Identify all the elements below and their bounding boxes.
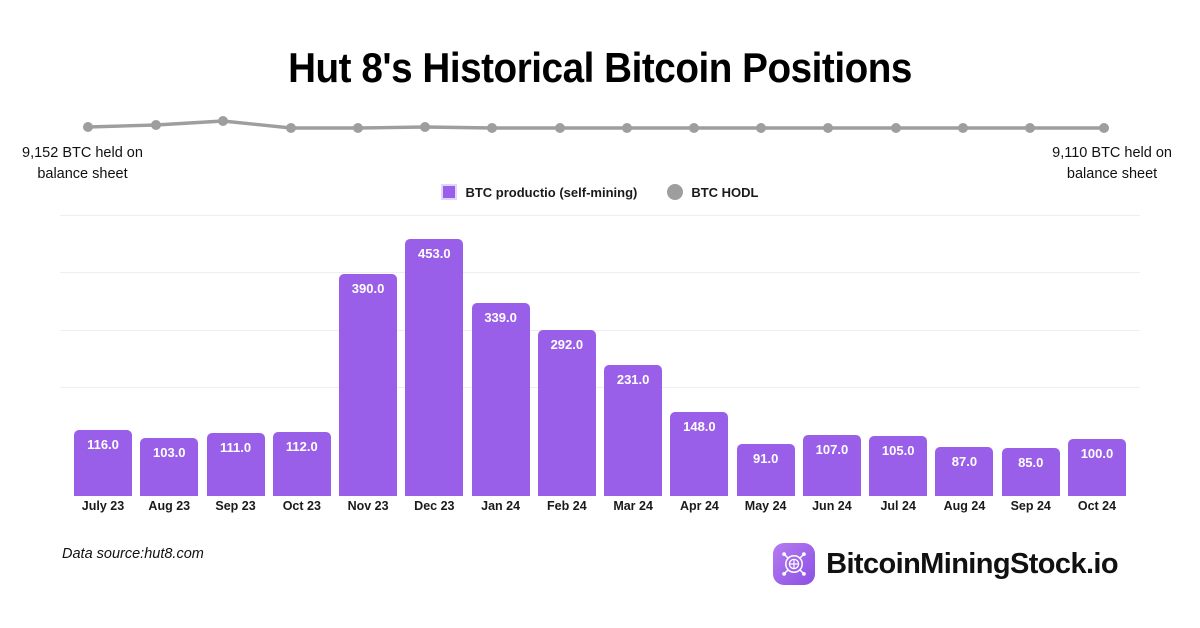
annotation-end-line1: 9,110 BTC held on xyxy=(1052,145,1172,161)
bar[interactable]: 116.0 xyxy=(74,430,132,496)
bar-value-label: 390.0 xyxy=(351,281,385,297)
annotation-end-line2: balance sheet xyxy=(1066,166,1158,183)
x-axis-tick-label: Dec 23 xyxy=(414,499,455,513)
bar[interactable]: 91.0 xyxy=(736,444,795,496)
bar[interactable]: 231.0 xyxy=(604,364,663,496)
bar[interactable]: 111.0 xyxy=(206,432,265,496)
bar-slot: 148.0 xyxy=(670,212,729,496)
bar[interactable]: 105.0 xyxy=(869,436,928,496)
bar-chart-plot-area: 116.0 103.0 111.0 112.0 390.0 453.0 339.0 292.0… xyxy=(60,212,1140,496)
bar-value-label: 148.0 xyxy=(683,418,716,434)
btc-hodl-line-chart xyxy=(0,105,1200,145)
bar-slot: 116.0 xyxy=(74,212,132,496)
x-axis-tick-label: Jan 24 xyxy=(481,499,521,513)
x-axis-tick-label: Mar 24 xyxy=(613,499,653,513)
annotation-start-line1: 9,152 BTC held on xyxy=(22,145,143,161)
bar[interactable]: 100.0 xyxy=(1067,439,1126,496)
hodl-line-svg xyxy=(83,116,1109,133)
bar-value-label: 116.0 xyxy=(87,437,119,453)
annotation-start-balance: 9,152 BTC held on balance sheet xyxy=(22,143,143,185)
bar[interactable]: 87.0 xyxy=(935,446,994,496)
legend-swatch-square-icon xyxy=(441,184,458,200)
x-axis-tick-label: Oct 24 xyxy=(1077,499,1117,513)
bar-slot: 87.0 xyxy=(935,212,994,496)
legend-item-btc-hodl[interactable]: BTC HODL xyxy=(667,184,759,200)
legend-label-btc-production: BTC productio (self-mining) xyxy=(465,184,638,200)
bar-slot: 292.0 xyxy=(537,212,596,496)
annotation-end-balance: 9,110 BTC held on balance sheet xyxy=(1052,143,1172,185)
bar-value-label: 91.0 xyxy=(753,451,779,467)
bar-value-label: 292.0 xyxy=(550,337,584,353)
bar-slot: 390.0 xyxy=(339,212,398,496)
bar-slot: 107.0 xyxy=(802,212,861,496)
bar-value-label: 105.0 xyxy=(881,443,915,459)
legend-item-btc-production[interactable]: BTC productio (self-mining) xyxy=(441,184,637,200)
x-axis-tick-label: Aug 23 xyxy=(148,499,191,513)
bar-slot: 100.0 xyxy=(1067,212,1126,496)
x-axis-tick-label: Nov 23 xyxy=(347,499,389,513)
bar-series-btc-production: 116.0 103.0 111.0 112.0 390.0 453.0 339.0 292.0… xyxy=(74,212,1126,496)
hodl-line-path xyxy=(86,119,1106,130)
bar-slot: 111.0 xyxy=(206,212,265,496)
bar-value-label: 107.0 xyxy=(815,442,849,458)
bar-value-label: 103.0 xyxy=(152,444,186,460)
x-axis-tick-label: Apr 24 xyxy=(679,499,719,513)
bar-value-label: 87.0 xyxy=(951,453,978,469)
bar[interactable]: 112.0 xyxy=(272,432,331,496)
x-axis-tick-label: May 24 xyxy=(744,499,787,513)
bar-value-label: 85.0 xyxy=(1018,454,1044,470)
x-axis-tick-label: Oct 23 xyxy=(282,499,321,513)
bar-slot: 231.0 xyxy=(604,212,663,496)
page-title: Hut 8's Historical Bitcoin Positions xyxy=(288,44,912,91)
bar-value-label: 231.0 xyxy=(616,371,650,387)
x-axis-tick-label: Sep 23 xyxy=(215,499,256,513)
annotation-start-line2: balance sheet xyxy=(37,166,128,183)
bar[interactable]: 453.0 xyxy=(405,238,464,496)
data-source-note: Data source:hut8.com xyxy=(62,546,204,562)
bar-slot: 85.0 xyxy=(1001,212,1060,496)
bar-slot: 112.0 xyxy=(272,212,331,496)
bar[interactable]: 339.0 xyxy=(471,303,530,496)
brand-name: BitcoinMiningStock.io xyxy=(826,547,1118,580)
bar[interactable]: 148.0 xyxy=(670,411,729,496)
x-axis-tick-label: Aug 24 xyxy=(943,499,986,513)
chart-legend: BTC productio (self-mining) BTC HODL xyxy=(0,184,1200,200)
brand-logo[interactable]: BitcoinMiningStock.io xyxy=(773,543,1119,585)
x-axis-tick-labels: July 23 Aug 23 Sep 23 Oct 23 Nov 23 Dec 23 Jan… xyxy=(74,499,1126,513)
bar-value-label: 112.0 xyxy=(285,439,318,455)
bar-slot: 339.0 xyxy=(471,212,530,496)
logo-emblem-icon xyxy=(782,552,806,576)
bar-slot: 453.0 xyxy=(405,212,464,496)
x-axis-tick-label: Feb 24 xyxy=(547,499,587,513)
bar[interactable]: 107.0 xyxy=(802,435,861,496)
bar-value-label: 453.0 xyxy=(418,245,451,261)
bar[interactable]: 390.0 xyxy=(339,274,398,496)
legend-swatch-circle-icon xyxy=(667,184,684,200)
x-axis-tick-label: Jun 24 xyxy=(812,499,852,513)
x-axis-tick-label: Sep 24 xyxy=(1010,499,1051,513)
x-axis-tick-label: Jul 24 xyxy=(880,499,916,513)
bar[interactable]: 85.0 xyxy=(1001,447,1060,496)
bar-value-label: 100.0 xyxy=(1080,446,1114,462)
bitcoin-mining-stock-logo-icon xyxy=(773,543,816,585)
bar-slot: 105.0 xyxy=(869,212,928,496)
bar-value-label: 111.0 xyxy=(219,439,252,455)
bar[interactable]: 103.0 xyxy=(140,437,199,496)
bar-slot: 91.0 xyxy=(736,212,795,496)
hodl-line-points xyxy=(83,116,1109,133)
x-axis-tick-label: July 23 xyxy=(81,499,125,513)
bar-slot: 103.0 xyxy=(140,212,199,496)
legend-label-btc-hodl: BTC HODL xyxy=(691,184,759,200)
bar-value-label: 339.0 xyxy=(484,310,517,326)
bar[interactable]: 292.0 xyxy=(537,330,596,496)
